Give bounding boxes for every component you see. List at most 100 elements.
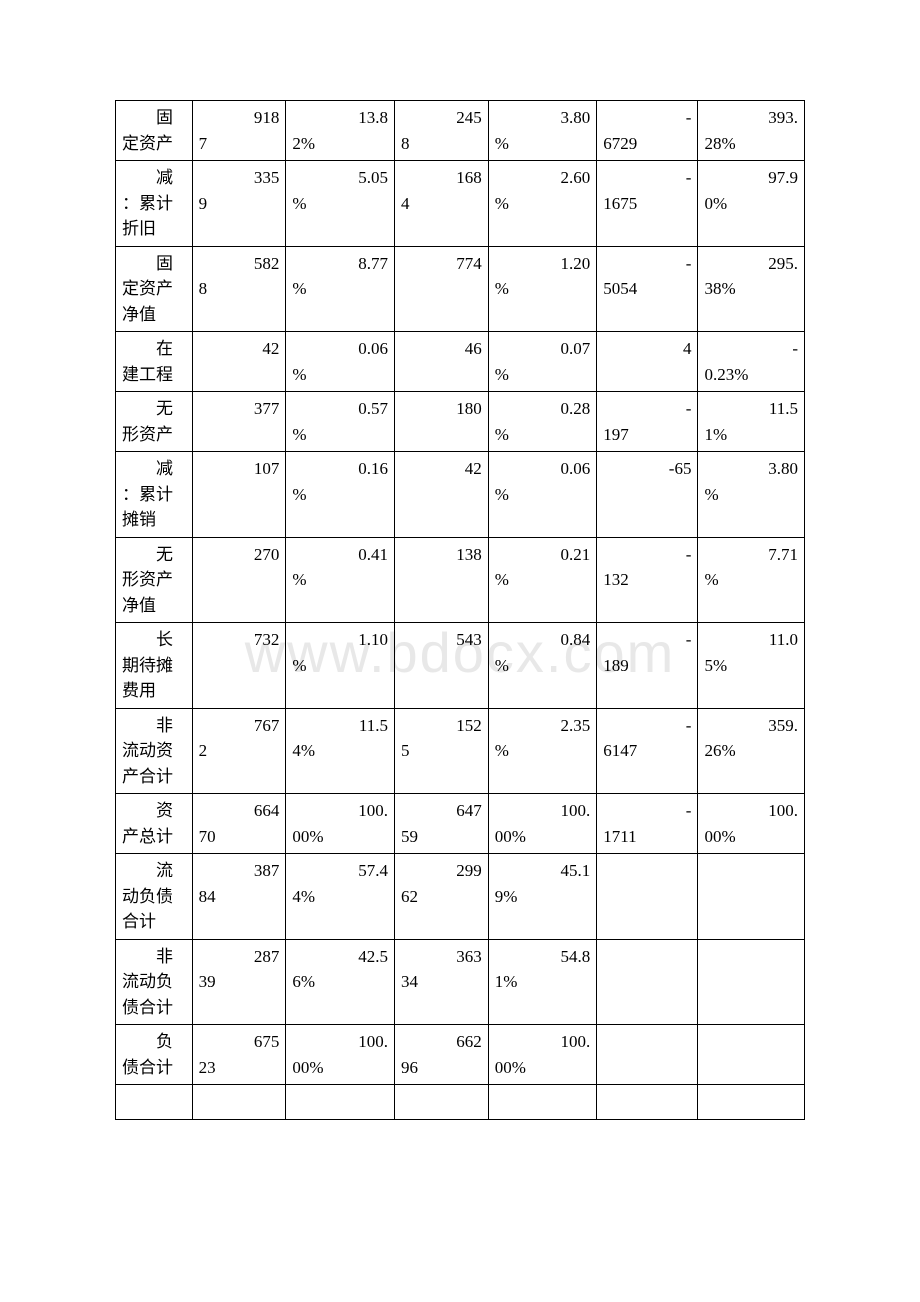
val1-first: 335 xyxy=(199,165,280,191)
val2-cell: 29962 xyxy=(394,854,488,940)
pct3-rest: % xyxy=(704,567,798,593)
val2-rest: 59 xyxy=(401,824,482,850)
val1-rest: 70 xyxy=(199,824,280,850)
pct3-first: 393. xyxy=(704,105,798,131)
val1-rest: 8 xyxy=(199,276,280,302)
pct3-rest: 1% xyxy=(704,422,798,448)
pct2-first: 0.07 xyxy=(495,336,591,362)
val2-cell: 46 xyxy=(394,332,488,392)
label-first: 减 xyxy=(122,456,186,482)
pct3-cell: 3.80% xyxy=(698,452,805,538)
diff-first: - xyxy=(603,542,691,568)
val2-rest: 34 xyxy=(401,969,482,995)
val1-first: 42 xyxy=(199,336,280,362)
row-label: 无形资产净值 xyxy=(116,537,193,623)
pct3-cell: 295.38% xyxy=(698,246,805,332)
row-label: 固定资产净值 xyxy=(116,246,193,332)
pct2-first: 0.06 xyxy=(495,456,591,482)
pct3-cell xyxy=(698,939,805,1025)
pct3-rest: % xyxy=(704,482,798,508)
pct2-first: 54.8 xyxy=(495,944,591,970)
empty-cell xyxy=(488,1085,597,1120)
val2-cell: 180 xyxy=(394,392,488,452)
val2-cell: 2458 xyxy=(394,101,488,161)
pct3-cell: 11.05% xyxy=(698,623,805,709)
pct3-first: 7.71 xyxy=(704,542,798,568)
val2-first: 180 xyxy=(401,396,482,422)
empty-cell xyxy=(698,1085,805,1120)
label-rest: ：累计折旧 xyxy=(122,194,173,239)
pct1-rest: % xyxy=(292,653,388,679)
val2-first: 152 xyxy=(401,713,482,739)
diff-cell: -6147 xyxy=(597,708,698,794)
pct1-rest: % xyxy=(292,482,388,508)
diff-cell: -5054 xyxy=(597,246,698,332)
pct3-cell: 97.90% xyxy=(698,161,805,247)
diff-cell xyxy=(597,1025,698,1085)
pct1-cell: 100.00% xyxy=(286,1025,395,1085)
val2-first: 138 xyxy=(401,542,482,568)
pct1-cell: 57.44% xyxy=(286,854,395,940)
diff-cell: -197 xyxy=(597,392,698,452)
diff-first: - xyxy=(603,105,691,131)
label-first: 无 xyxy=(122,396,186,422)
val1-first: 582 xyxy=(199,251,280,277)
val1-first: 675 xyxy=(199,1029,280,1055)
table-row: 减：累计折旧33595.05%16842.60%-167597.90% xyxy=(116,161,805,247)
pct3-cell: 11.51% xyxy=(698,392,805,452)
pct2-first: 0.84 xyxy=(495,627,591,653)
table-row: 流动负债合计3878457.44%2996245.19% xyxy=(116,854,805,940)
diff-first: - xyxy=(603,396,691,422)
pct2-rest: 1% xyxy=(495,969,591,995)
table-row: 固定资产918713.82%24583.80%-6729393.28% xyxy=(116,101,805,161)
label-first: 无 xyxy=(122,542,186,568)
diff-rest: 189 xyxy=(603,653,691,679)
table-row: 无形资产净值2700.41%1380.21%-1327.71% xyxy=(116,537,805,623)
label-rest: 期待摊费用 xyxy=(122,656,173,701)
pct3-first: 359. xyxy=(704,713,798,739)
val2-rest: 5 xyxy=(401,738,482,764)
diff-cell: -65 xyxy=(597,452,698,538)
pct2-first: 3.80 xyxy=(495,105,591,131)
pct3-cell: -0.23% xyxy=(698,332,805,392)
pct1-first: 100. xyxy=(292,798,388,824)
pct2-first: 100. xyxy=(495,798,591,824)
val1-rest: 7 xyxy=(199,131,280,157)
pct1-first: 13.8 xyxy=(292,105,388,131)
val2-rest: 8 xyxy=(401,131,482,157)
label-first: 固 xyxy=(122,251,186,277)
val1-cell: 5828 xyxy=(192,246,286,332)
label-rest: 建工程 xyxy=(122,365,173,384)
pct3-first: 97.9 xyxy=(704,165,798,191)
pct3-rest: 28% xyxy=(704,131,798,157)
table-row: 非流动资产合计767211.54%15252.35%-6147359.26% xyxy=(116,708,805,794)
pct2-first: 1.20 xyxy=(495,251,591,277)
table-row: 固定资产净值58288.77%7741.20%-5054295.38% xyxy=(116,246,805,332)
val2-first: 245 xyxy=(401,105,482,131)
row-label: 资产总计 xyxy=(116,794,193,854)
label-rest: 形资产净值 xyxy=(122,570,173,615)
pct1-cell: 0.57% xyxy=(286,392,395,452)
pct1-cell: 5.05% xyxy=(286,161,395,247)
val1-cell: 28739 xyxy=(192,939,286,1025)
diff-cell: 4 xyxy=(597,332,698,392)
diff-rest: 6729 xyxy=(603,131,691,157)
pct3-first: - xyxy=(704,336,798,362)
pct2-rest: 9% xyxy=(495,884,591,910)
pct1-cell: 8.77% xyxy=(286,246,395,332)
pct3-rest: 0.23% xyxy=(704,362,798,388)
pct3-rest: 5% xyxy=(704,653,798,679)
label-first: 长 xyxy=(122,627,186,653)
val1-first: 387 xyxy=(199,858,280,884)
pct3-cell: 7.71% xyxy=(698,537,805,623)
val1-rest: 23 xyxy=(199,1055,280,1081)
table-row: 负债合计67523100.00%66296100.00% xyxy=(116,1025,805,1085)
pct2-cell: 0.07% xyxy=(488,332,597,392)
table-row: 无形资产3770.57%1800.28%-19711.51% xyxy=(116,392,805,452)
label-rest: 定资产 xyxy=(122,134,173,153)
diff-rest: 5054 xyxy=(603,276,691,302)
pct2-cell: 0.06% xyxy=(488,452,597,538)
pct3-cell xyxy=(698,1025,805,1085)
empty-cell xyxy=(597,1085,698,1120)
val1-cell: 66470 xyxy=(192,794,286,854)
